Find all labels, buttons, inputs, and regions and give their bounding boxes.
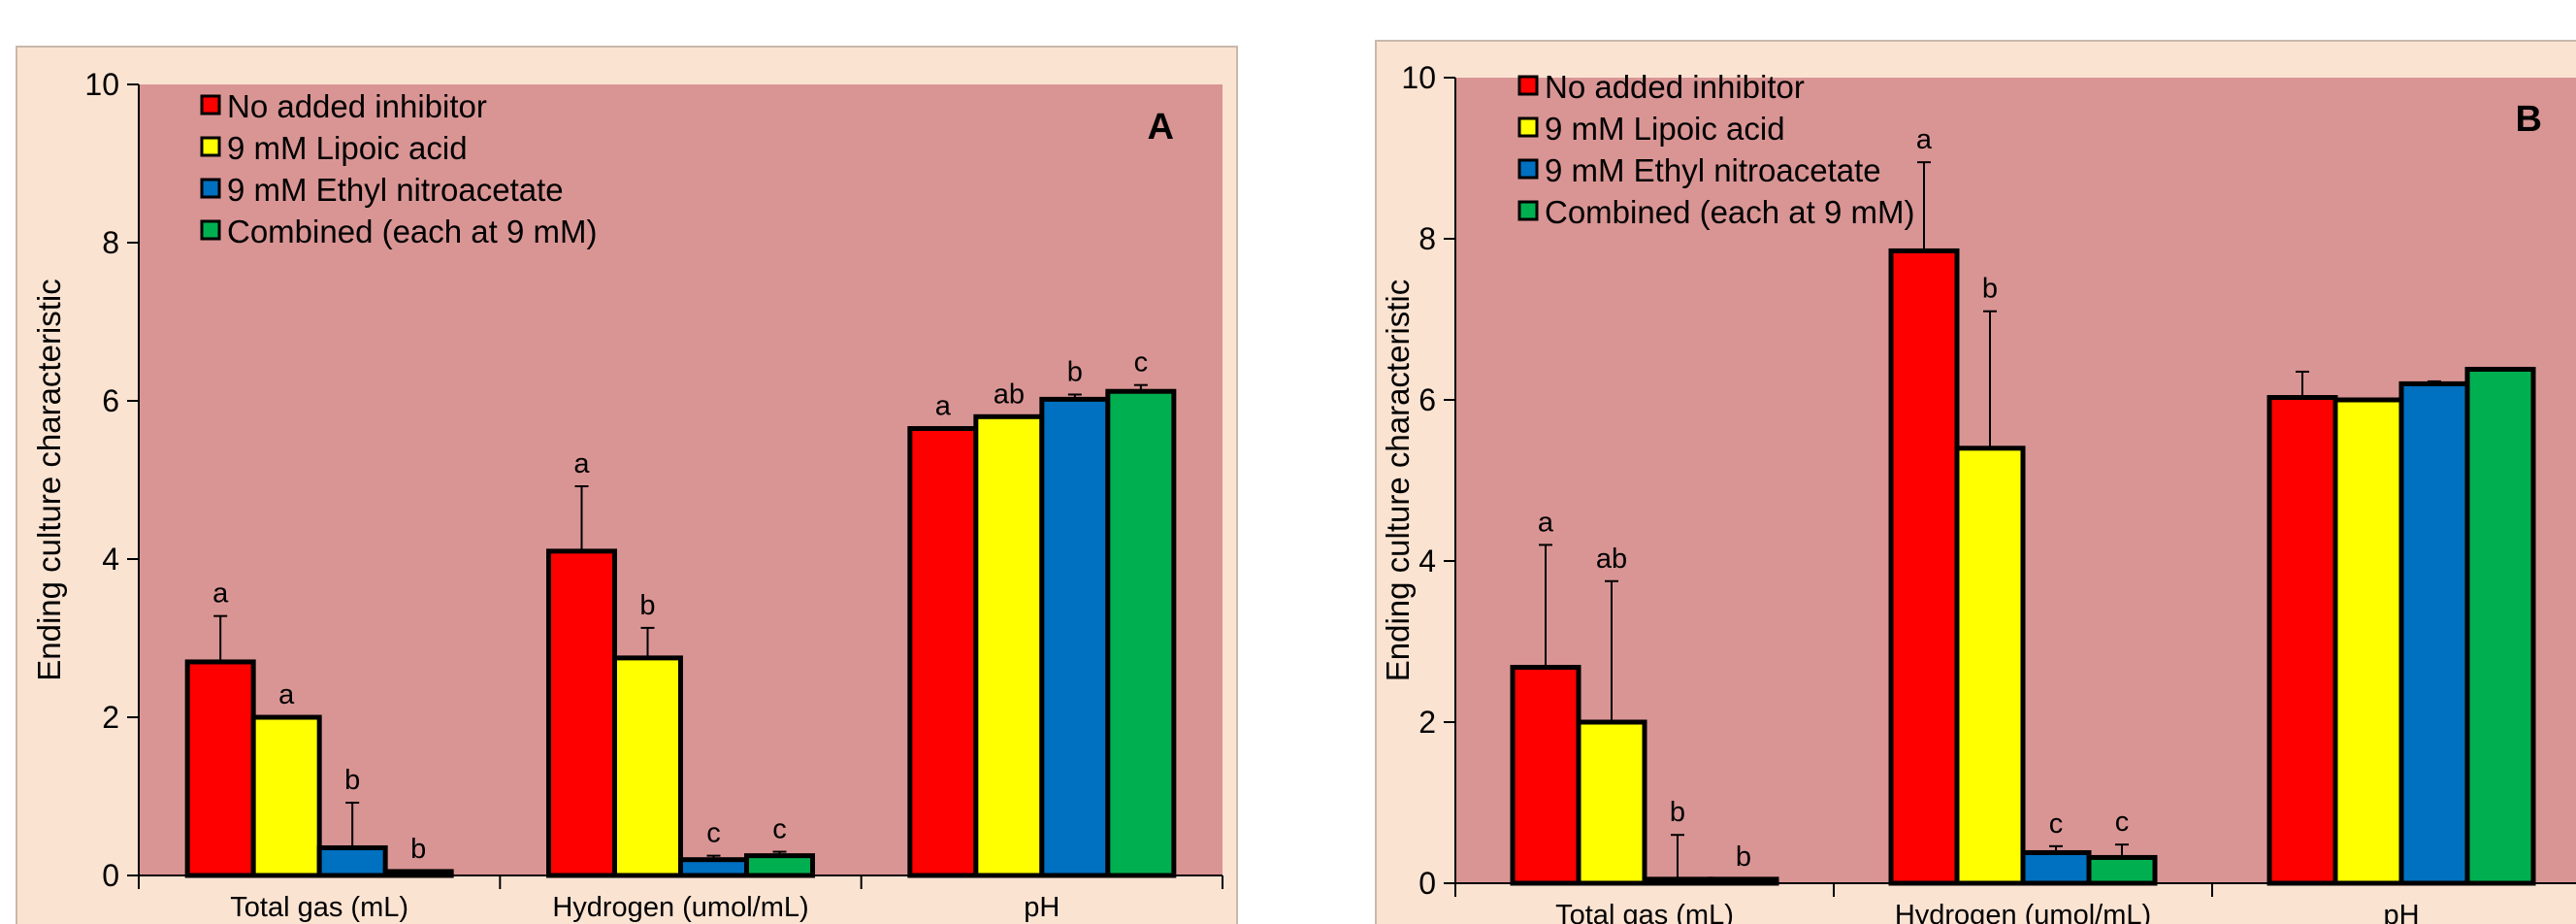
bar-no-added-inhibitor [184,659,256,878]
x-tick-label: Hydrogen (umol/mL) [1895,900,2151,924]
significance-letter: b [1670,797,1685,828]
legend-label: 9 mM Ethyl nitroacetate [1545,152,1881,188]
bar-combined-each-at-9-mm [744,853,815,878]
bar-9-mm-ethyl-nitroacetate [678,857,749,878]
y-tick-label: 10 [84,67,119,102]
legend-label: No added inhibitor [1545,69,1805,105]
significance-letter: a [278,679,295,710]
y-tick-label: 8 [1418,221,1436,256]
legend-label: No added inhibitor [227,88,487,124]
bar-9-mm-lipoic-acid [2332,397,2404,886]
significance-letter: c [706,818,721,849]
y-tick-label: 4 [102,542,119,577]
legend-swatch [200,178,221,199]
bar-combined-each-at-9-mm [382,869,454,878]
bar-no-added-inhibitor [1510,665,1581,886]
significance-letter: ab [994,379,1025,410]
legend-swatch [1517,200,1539,221]
bar-no-added-inhibitor [2266,395,2338,886]
chart-panel-b: 0 2 4 6 8 10 Total gas (mL) Hydrogen (umol/mL) p… [1375,40,2576,924]
significance-letter: a [1538,507,1554,538]
bar-no-added-inhibitor [1888,248,1960,886]
panel-label: B [2516,99,2542,140]
bar-9-mm-ethyl-nitroacetate [1039,396,1111,878]
significance-letter: a [212,578,229,610]
bar-9-mm-ethyl-nitroacetate [1642,876,1713,886]
y-tick-label: 10 [1401,60,1436,95]
y-tick-label: 2 [1418,705,1436,740]
bar-9-mm-lipoic-acid [612,655,683,878]
y-axis-label: Ending culture characteristic [1380,280,1416,682]
bar-9-mm-ethyl-nitroacetate [316,844,388,878]
x-tick-label: Total gas (mL) [1555,900,1734,924]
significance-letter: c [2115,807,2130,838]
y-tick-label: 8 [102,225,119,260]
y-tick-label: 4 [1418,544,1436,578]
legend-swatch [1517,116,1539,138]
significance-letter: b [1982,274,1998,305]
legend-label: Combined (each at 9 mM) [1545,194,1914,230]
significance-letter: c [2049,808,2064,840]
significance-letter: c [772,814,787,845]
bar-9-mm-ethyl-nitroacetate [2398,380,2470,886]
panel-label: A [1148,107,1174,148]
significance-letter: a [1916,124,1933,155]
x-tick-label: Hydrogen (umol/mL) [552,892,808,923]
legend-label: 9 mM Lipoic acid [227,130,468,166]
chart-panel-a: 0 2 4 6 8 10 Total gas (mL) Hydrogen (umol/mL) p… [16,46,1238,924]
x-tick-label: Total gas (mL) [230,892,408,923]
significance-letter: a [573,448,590,479]
legend-swatch [200,219,221,241]
legend-swatch [200,94,221,116]
significance-letter: b [1736,842,1751,873]
bar-9-mm-lipoic-acid [250,714,322,878]
significance-letter: ab [1596,544,1627,575]
significance-letter: b [344,765,360,796]
legend-label: 9 mM Lipoic acid [1545,111,1785,147]
bar-no-added-inhibitor [907,426,979,878]
bar-9-mm-ethyl-nitroacetate [2020,849,2092,886]
y-tick-label: 6 [102,383,119,418]
y-tick-label: 0 [102,858,119,893]
legend-label: 9 mM Ethyl nitroacetate [227,172,564,208]
bar-9-mm-lipoic-acid [1576,719,1647,886]
significance-letter: b [639,590,655,621]
y-tick-label: 0 [1418,866,1436,901]
y-tick-label: 6 [1418,382,1436,417]
significance-letter: a [935,391,952,422]
y-tick-label: 2 [102,700,119,735]
significance-letter: b [1067,356,1083,387]
x-tick-label: pH [1024,892,1060,923]
y-axis-label: Ending culture characteristic [31,279,67,681]
bar-combined-each-at-9-mm [2464,366,2536,886]
significance-letter: b [410,834,426,865]
bar-9-mm-lipoic-acid [973,413,1045,878]
legend-swatch [1517,75,1539,96]
bar-9-mm-lipoic-acid [1954,446,2026,886]
legend-swatch [1517,158,1539,180]
x-tick-label: pH [2383,900,2419,924]
significance-letter: c [1134,347,1149,379]
bar-combined-each-at-9-mm [1708,876,1779,886]
legend-label: Combined (each at 9 mM) [227,214,597,249]
legend-swatch [200,136,221,157]
bar-no-added-inhibitor [546,548,617,878]
bar-combined-each-at-9-mm [2086,854,2158,886]
bar-combined-each-at-9-mm [1105,388,1177,878]
